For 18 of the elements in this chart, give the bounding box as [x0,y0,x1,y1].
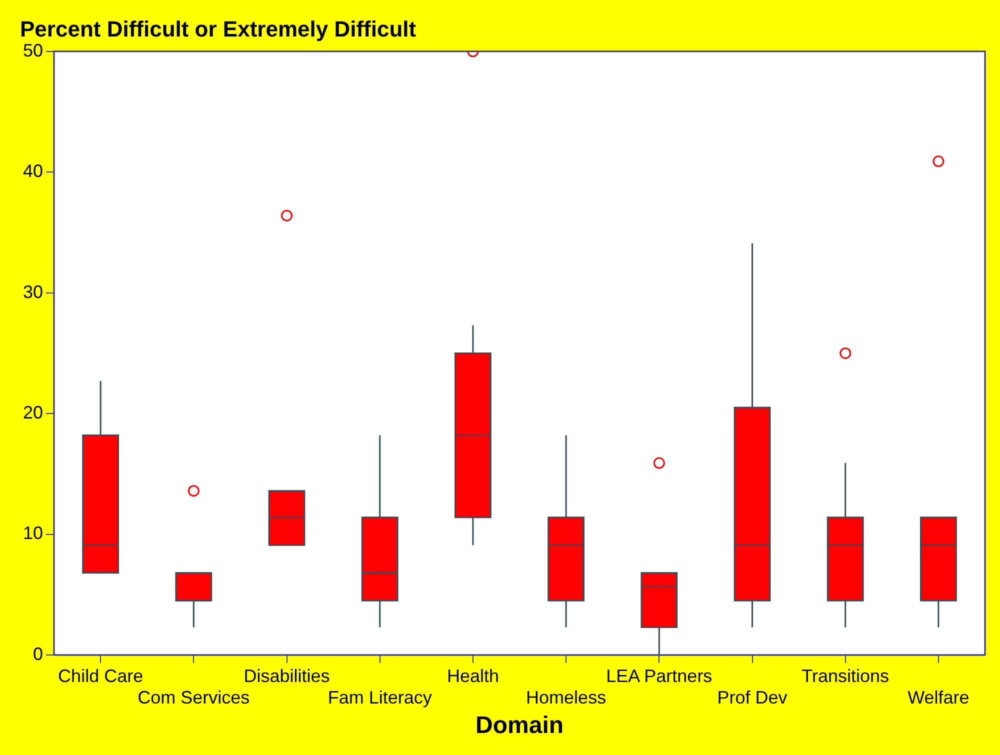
x-tick-label: Disabilities [244,666,330,686]
x-tick-label: Child Care [58,666,144,686]
x-tick-label: Fam Literacy [328,687,432,708]
x-tick-label: LEA Partners [606,666,712,686]
y-tick-label: 20 [22,402,44,423]
x-tick-label: Com Services [138,687,250,708]
y-tick-label: 0 [33,644,44,664]
x-tick-label: Transitions [802,666,890,686]
x-tick-label: Welfare [908,687,970,708]
y-tick-label: 10 [22,523,44,544]
y-tick-label: 30 [22,282,44,302]
chart-title: Percent Difficult or Extremely Difficult [20,16,417,42]
y-tick-label: 50 [22,40,44,60]
x-tick-label: Homeless [526,687,606,708]
x-tick-label: Health [446,666,499,686]
x-tick-label: Prof Dev [717,687,788,708]
y-tick-label: 40 [22,161,44,182]
x-axis-title: Domain [476,712,564,740]
